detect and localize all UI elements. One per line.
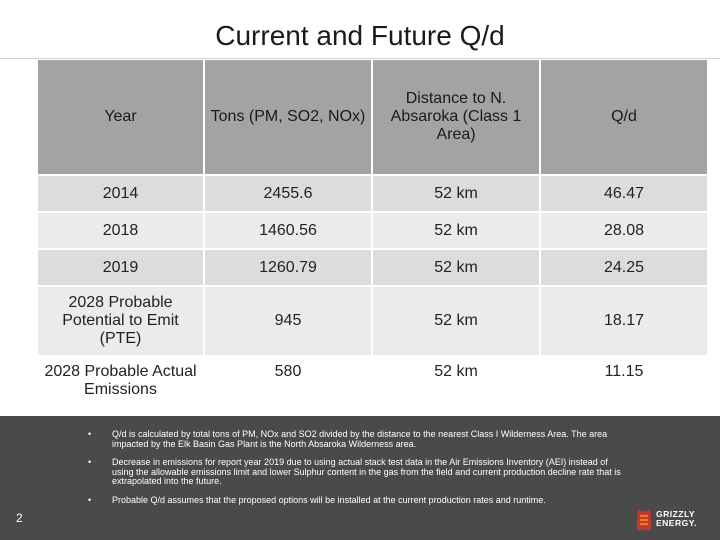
note-item: • Probable Q/d assumes that the proposed… — [88, 494, 628, 506]
cell-tons: 1460.56 — [204, 212, 373, 250]
bear-icon — [637, 510, 651, 530]
bullet: • — [88, 429, 92, 439]
qd-table: Year Tons (PM, SO2, NOx) Distance to N. … — [38, 60, 709, 413]
cell-tons: 580 — [204, 356, 373, 413]
bullet: • — [88, 494, 92, 505]
cell-year: 2019 — [38, 249, 205, 287]
cell-distance: 52 km — [372, 286, 541, 357]
cell-year: 2028 Probable Actual Emissions — [38, 356, 205, 413]
bullet: • — [88, 457, 92, 467]
company-logo: GRIZZLY ENERGY. — [634, 508, 712, 534]
cell-distance: 52 km — [372, 356, 541, 413]
header-year: Year — [38, 60, 205, 176]
cell-tons: 945 — [204, 286, 373, 357]
note-item: • Q/d is calculated by total tons of PM,… — [88, 429, 628, 449]
cell-qd: 11.15 — [540, 356, 709, 413]
cell-year: 2014 — [38, 175, 205, 213]
cell-distance: 52 km — [372, 249, 541, 287]
cell-qd: 24.25 — [540, 249, 709, 287]
table-row: 2028 Probable Actual Emissions 580 52 km… — [38, 356, 709, 413]
note-text: Q/d is calculated by total tons of PM, N… — [112, 429, 608, 449]
cell-qd: 18.17 — [540, 286, 709, 357]
table-row: 2028 Probable Potential to Emit (PTE) 94… — [38, 286, 709, 357]
table-header-row: Year Tons (PM, SO2, NOx) Distance to N. … — [38, 60, 709, 176]
slide-title: Current and Future Q/d — [215, 20, 505, 51]
logo-text: GRIZZLY ENERGY. — [656, 510, 697, 528]
page-number: 2 — [16, 511, 23, 525]
cell-tons: 1260.79 — [204, 249, 373, 287]
cell-distance: 52 km — [372, 212, 541, 250]
header-qd: Q/d — [540, 60, 709, 176]
cell-year: 2028 Probable Potential to Emit (PTE) — [38, 286, 205, 357]
notes-list: • Q/d is calculated by total tons of PM,… — [88, 429, 628, 514]
header-tons: Tons (PM, SO2, NOx) — [204, 60, 373, 176]
header-distance: Distance to N. Absaroka (Class 1 Area) — [372, 60, 541, 176]
title-divider — [0, 58, 720, 59]
table-row: 2018 1460.56 52 km 28.08 — [38, 212, 709, 250]
table-row: 2014 2455.6 52 km 46.47 — [38, 175, 709, 213]
cell-year: 2018 — [38, 212, 205, 250]
logo-line2: ENERGY. — [656, 518, 697, 528]
cell-tons: 2455.6 — [204, 175, 373, 213]
cell-distance: 52 km — [372, 175, 541, 213]
note-text: Decrease in emissions for report year 20… — [112, 457, 621, 486]
footer-panel: • Q/d is calculated by total tons of PM,… — [0, 416, 720, 540]
cell-qd: 28.08 — [540, 212, 709, 250]
note-text: Probable Q/d assumes that the proposed o… — [112, 494, 546, 505]
table-row: 2019 1260.79 52 km 24.25 — [38, 249, 709, 287]
note-item: • Decrease in emissions for report year … — [88, 457, 628, 487]
logo-line1: GRIZZLY — [656, 509, 696, 519]
cell-qd: 46.47 — [540, 175, 709, 213]
